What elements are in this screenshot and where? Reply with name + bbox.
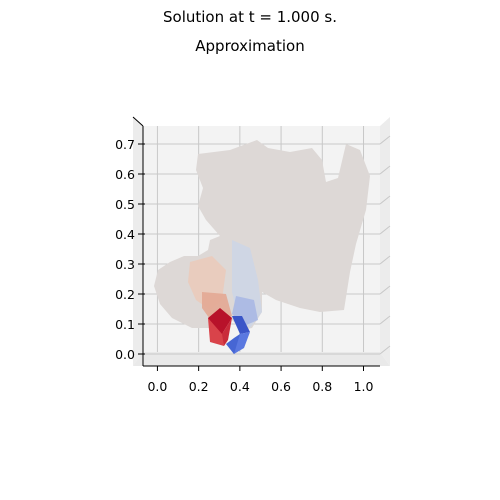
y-grid-line-side bbox=[379, 315, 391, 325]
y-tick-label: 0.0 bbox=[115, 347, 135, 362]
y-axis: 0.0 0.1 0.2 0.3 0.4 0.5 0.6 0.7 bbox=[115, 137, 145, 362]
y-grid-line-side bbox=[379, 165, 391, 175]
surface-warm-face bbox=[222, 318, 232, 346]
x-tick-label: 0.2 bbox=[189, 379, 209, 394]
x-axis: 0.0 0.2 0.4 0.6 0.8 1.0 bbox=[147, 366, 373, 394]
y-grid-line-side bbox=[379, 135, 391, 145]
y-grid-line-side bbox=[379, 285, 391, 295]
surface-warm-peak bbox=[208, 308, 232, 334]
axis-lines bbox=[132, 116, 380, 367]
y-grid-line-side bbox=[379, 225, 391, 235]
y-tick-label: 0.3 bbox=[115, 257, 135, 272]
x-tick-label: 0.8 bbox=[312, 379, 332, 394]
right-pane bbox=[380, 117, 390, 366]
y-tick-label: 0.5 bbox=[115, 197, 135, 212]
x-tick-label: 0.6 bbox=[271, 379, 291, 394]
surface-cool-edge bbox=[226, 334, 240, 354]
left-pane bbox=[133, 117, 143, 366]
y-tick-label: 0.4 bbox=[115, 227, 135, 242]
x-tick-label: 0.0 bbox=[147, 379, 167, 394]
y-grid-line-side bbox=[379, 345, 391, 355]
surface-mesh bbox=[154, 140, 370, 354]
y-tick-label: 0.1 bbox=[115, 317, 135, 332]
x-tick-label: 0.4 bbox=[230, 379, 250, 394]
surface-cool-peak bbox=[232, 316, 250, 334]
bottom-pane bbox=[133, 352, 390, 366]
y-grid-line-side bbox=[379, 195, 391, 205]
x-tick-label: 1.0 bbox=[354, 379, 374, 394]
y-tick-label: 0.6 bbox=[115, 167, 135, 182]
plot-title: Approximation bbox=[195, 37, 305, 55]
y-grid-line-side bbox=[379, 255, 391, 265]
y-tick-label: 0.2 bbox=[115, 287, 135, 302]
y-tick-label: 0.7 bbox=[115, 137, 135, 152]
figure-suptitle: Solution at t = 1.000 s. bbox=[163, 8, 337, 26]
